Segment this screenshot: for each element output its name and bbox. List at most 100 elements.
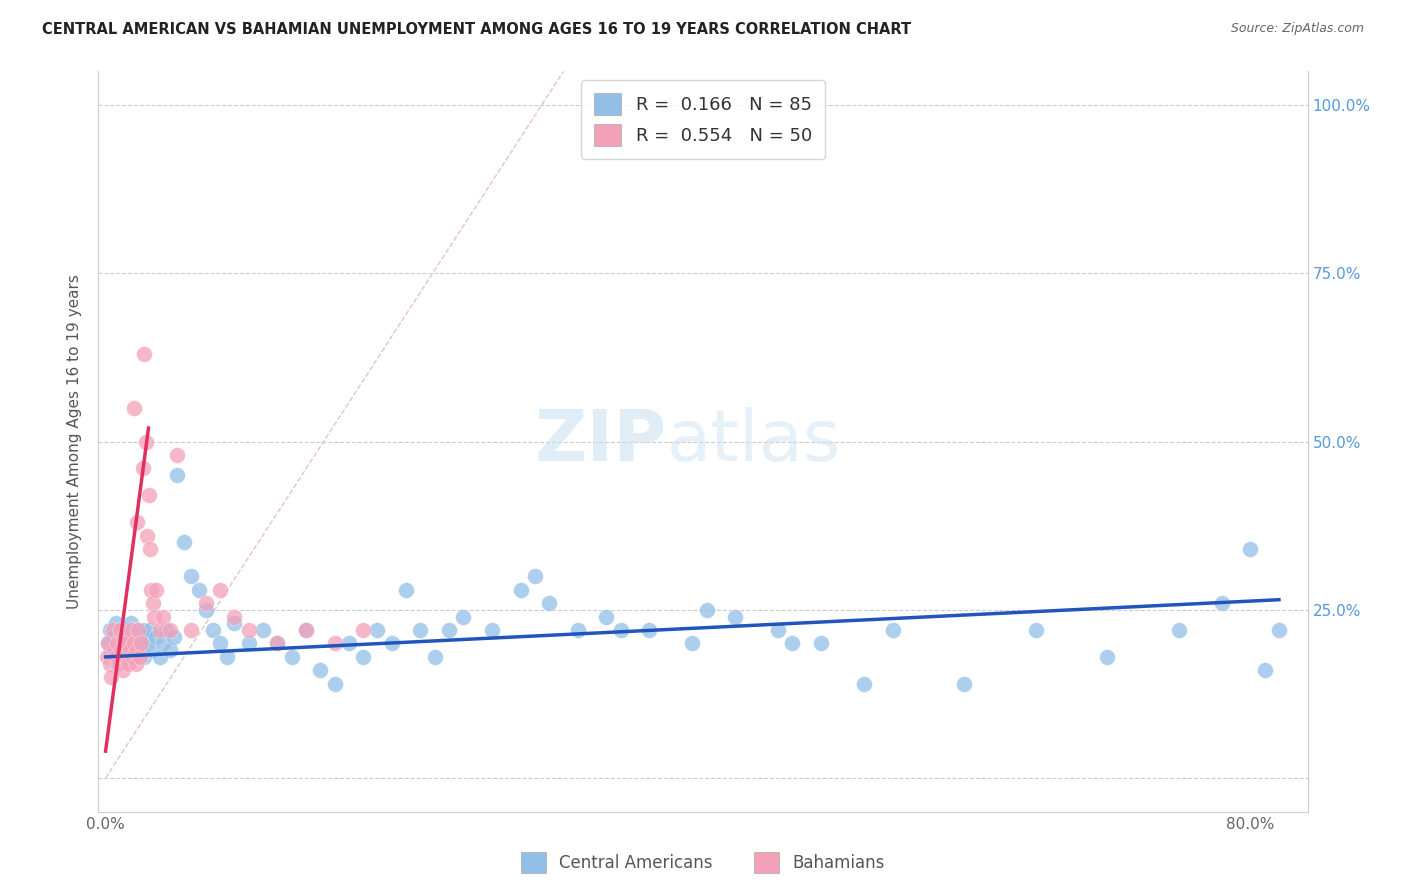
Point [104,616,127,631]
Point [782,636,804,650]
Point [124,623,146,637]
Point [309,664,332,678]
Point [295,623,318,637]
Point [538,596,561,610]
Point [120,623,142,637]
Point [129,649,152,664]
Point [135,630,157,644]
Point [852,677,875,691]
Point [149,649,172,664]
Point [163,630,186,644]
Text: ZIP: ZIP [534,407,666,476]
Legend: Central Americans, Bahamians: Central Americans, Bahamians [515,846,891,880]
Point [139,542,162,557]
Point [509,582,531,597]
Point [453,609,475,624]
Point [810,636,832,650]
Point [252,623,274,637]
Point [138,623,160,637]
Point [266,636,288,650]
Point [155,623,177,637]
Point [114,643,136,657]
Point [101,623,124,637]
Point [105,636,128,650]
Point [173,535,195,549]
Y-axis label: Unemployment Among Ages 16 to 19 years: Unemployment Among Ages 16 to 19 years [67,274,83,609]
Point [766,623,789,637]
Point [423,649,446,664]
Point [145,582,167,597]
Point [352,649,374,664]
Point [1268,623,1291,637]
Point [1167,623,1189,637]
Point [118,643,141,657]
Point [98,657,121,671]
Point [107,643,129,657]
Point [132,623,155,637]
Point [337,636,360,650]
Point [103,643,125,657]
Point [194,596,217,610]
Point [118,649,141,664]
Point [111,630,134,644]
Point [295,623,318,637]
Point [187,582,209,597]
Point [217,649,239,664]
Point [209,582,232,597]
Text: atlas: atlas [666,407,841,476]
Point [142,596,165,610]
Point [122,636,145,650]
Point [395,582,418,597]
Point [323,677,346,691]
Point [145,630,167,644]
Text: Source: ZipAtlas.com: Source: ZipAtlas.com [1230,22,1364,36]
Point [681,636,703,650]
Point [134,347,156,361]
Point [238,636,260,650]
Point [122,401,145,415]
Point [638,623,661,637]
Point [141,582,163,597]
Point [159,623,181,637]
Text: CENTRAL AMERICAN VS BAHAMIAN UNEMPLOYMENT AMONG AGES 16 TO 19 YEARS CORRELATION : CENTRAL AMERICAN VS BAHAMIAN UNEMPLOYMEN… [42,22,911,37]
Point [125,643,148,657]
Point [366,623,388,637]
Point [159,643,181,657]
Point [141,643,163,657]
Point [409,623,432,637]
Point [1253,664,1275,678]
Point [108,623,131,637]
Point [567,623,589,637]
Point [523,569,546,583]
Point [129,636,152,650]
Point [149,623,172,637]
Point [108,623,131,637]
Point [121,636,143,650]
Point [117,657,139,671]
Point [135,434,157,449]
Point [101,630,124,644]
Point [96,649,118,664]
Point [1239,542,1261,557]
Point [323,636,346,650]
Point [953,677,976,691]
Point [112,630,135,644]
Point [111,664,134,678]
Point [110,643,132,657]
Point [381,636,404,650]
Point [104,649,127,664]
Point [180,623,202,637]
Point [280,649,302,664]
Point [180,569,202,583]
Point [131,636,153,650]
Point [112,636,135,650]
Point [105,636,128,650]
Point [595,609,617,624]
Point [127,630,149,644]
Point [114,649,136,664]
Point [107,657,129,671]
Point [209,636,232,650]
Point [194,603,217,617]
Point [1025,623,1047,637]
Point [127,623,149,637]
